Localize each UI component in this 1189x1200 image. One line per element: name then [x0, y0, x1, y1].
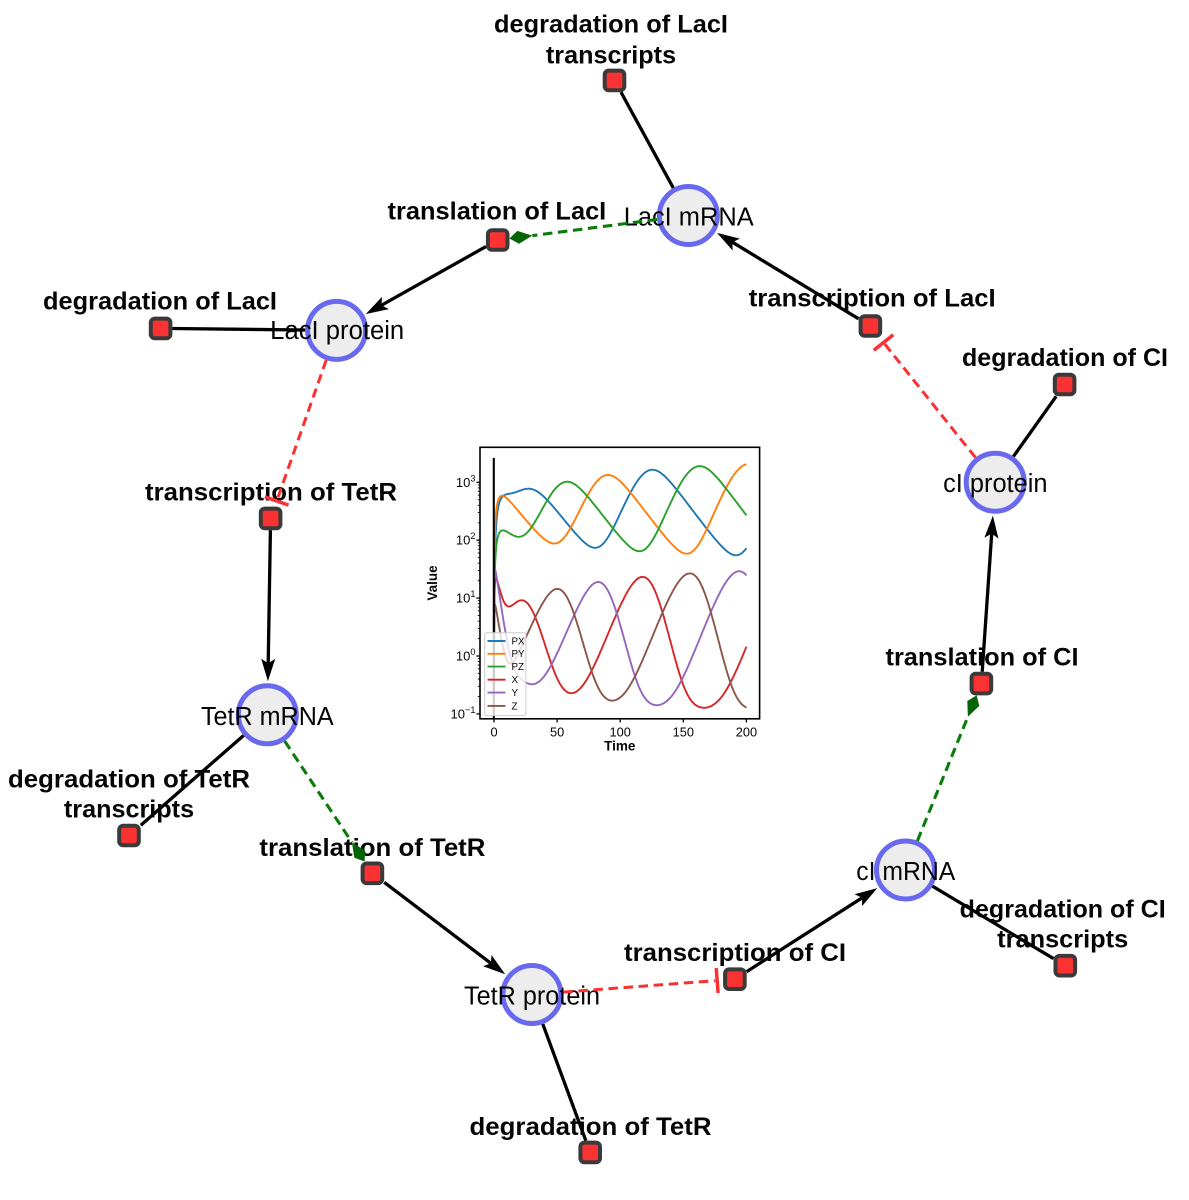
svg-text:degradation of CI: degradation of CI: [960, 896, 1166, 924]
svg-text:transcription of CI: transcription of CI: [624, 939, 846, 967]
svg-text:150: 150: [673, 724, 694, 739]
svg-text:translation of LacI: translation of LacI: [388, 198, 607, 226]
svg-text:Z: Z: [512, 701, 518, 712]
svg-text:transcripts: transcripts: [546, 42, 676, 70]
svg-text:100: 100: [610, 724, 631, 739]
svg-text:cI mRNA: cI mRNA: [856, 858, 955, 886]
svg-text:50: 50: [550, 724, 564, 739]
svg-text:degradation of TetR: degradation of TetR: [470, 1113, 712, 1141]
svg-text:translation of TetR: translation of TetR: [259, 834, 485, 862]
svg-text:200: 200: [736, 724, 757, 739]
svg-text:PX: PX: [512, 636, 526, 647]
svg-text:LacI mRNA: LacI mRNA: [624, 204, 754, 232]
svg-text:PY: PY: [512, 649, 526, 660]
svg-text:degradation of LacI: degradation of LacI: [494, 10, 728, 38]
svg-text:X: X: [512, 675, 519, 686]
svg-text:transcription of TetR: transcription of TetR: [145, 479, 397, 507]
svg-text:Time: Time: [604, 739, 636, 754]
svg-text:degradation of CI: degradation of CI: [962, 344, 1168, 372]
svg-text:Value: Value: [425, 565, 440, 601]
svg-text:Y: Y: [512, 688, 519, 699]
svg-text:TetR protein: TetR protein: [464, 982, 600, 1010]
svg-text:0: 0: [490, 724, 497, 739]
svg-text:transcription of LacI: transcription of LacI: [749, 285, 996, 313]
svg-text:transcripts: transcripts: [997, 926, 1128, 954]
svg-text:cI protein: cI protein: [943, 470, 1047, 498]
svg-text:PZ: PZ: [512, 662, 525, 673]
svg-text:degradation of LacI: degradation of LacI: [43, 288, 277, 316]
svg-text:degradation of TetR: degradation of TetR: [8, 766, 250, 794]
svg-text:TetR mRNA: TetR mRNA: [201, 703, 334, 731]
svg-text:transcripts: transcripts: [64, 796, 194, 824]
